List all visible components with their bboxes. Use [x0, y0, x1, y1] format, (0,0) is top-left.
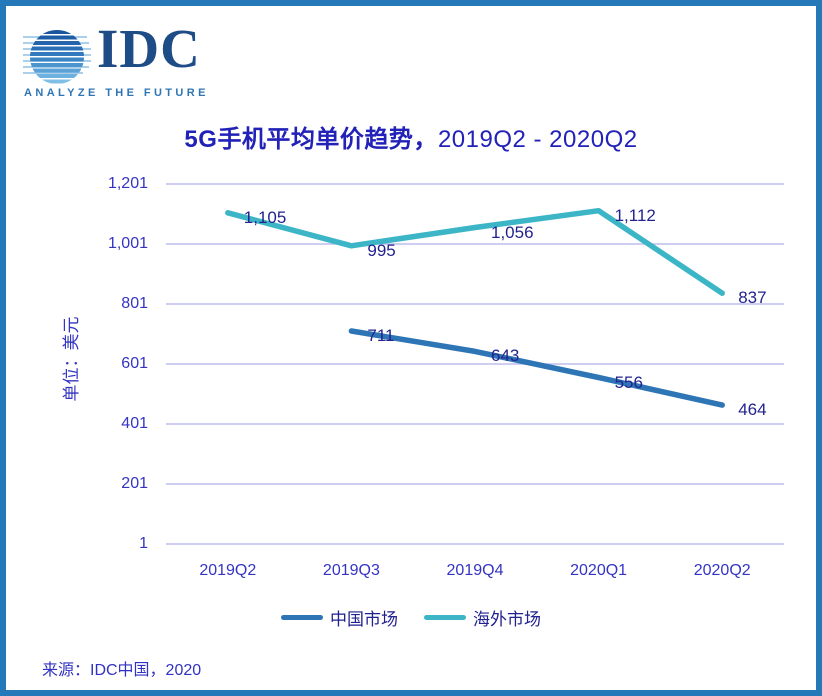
chart-title: 5G手机平均单价趋势，2019Q2 - 2020Q2 — [6, 119, 816, 154]
legend-item-1: 海外市场 — [424, 605, 541, 630]
series-line-1 — [225, 207, 725, 296]
idc-logo: IDC ANALYZE THE FUTURE — [23, 18, 223, 108]
legend-item-0: 中国市场 — [281, 605, 398, 630]
chart-title-range: 2019Q2 - 2020Q2 — [437, 126, 638, 153]
legend-label: 中国市场 — [330, 610, 398, 629]
idc-globe-icon — [23, 30, 91, 84]
line-chart — [166, 183, 784, 545]
series-line-0 — [348, 328, 725, 408]
legend-swatch — [424, 615, 466, 620]
chart-title-main: 5G手机平均单价趋势， — [184, 126, 438, 153]
idc-logo-tagline: ANALYZE THE FUTURE — [24, 87, 209, 99]
legend-swatch — [281, 615, 323, 620]
idc-logo-text: IDC — [97, 18, 201, 79]
chart-legend: 中国市场 海外市场 — [6, 605, 816, 630]
legend-label: 海外市场 — [473, 610, 541, 629]
source-note: 来源：IDC中国，2020 — [42, 662, 202, 679]
